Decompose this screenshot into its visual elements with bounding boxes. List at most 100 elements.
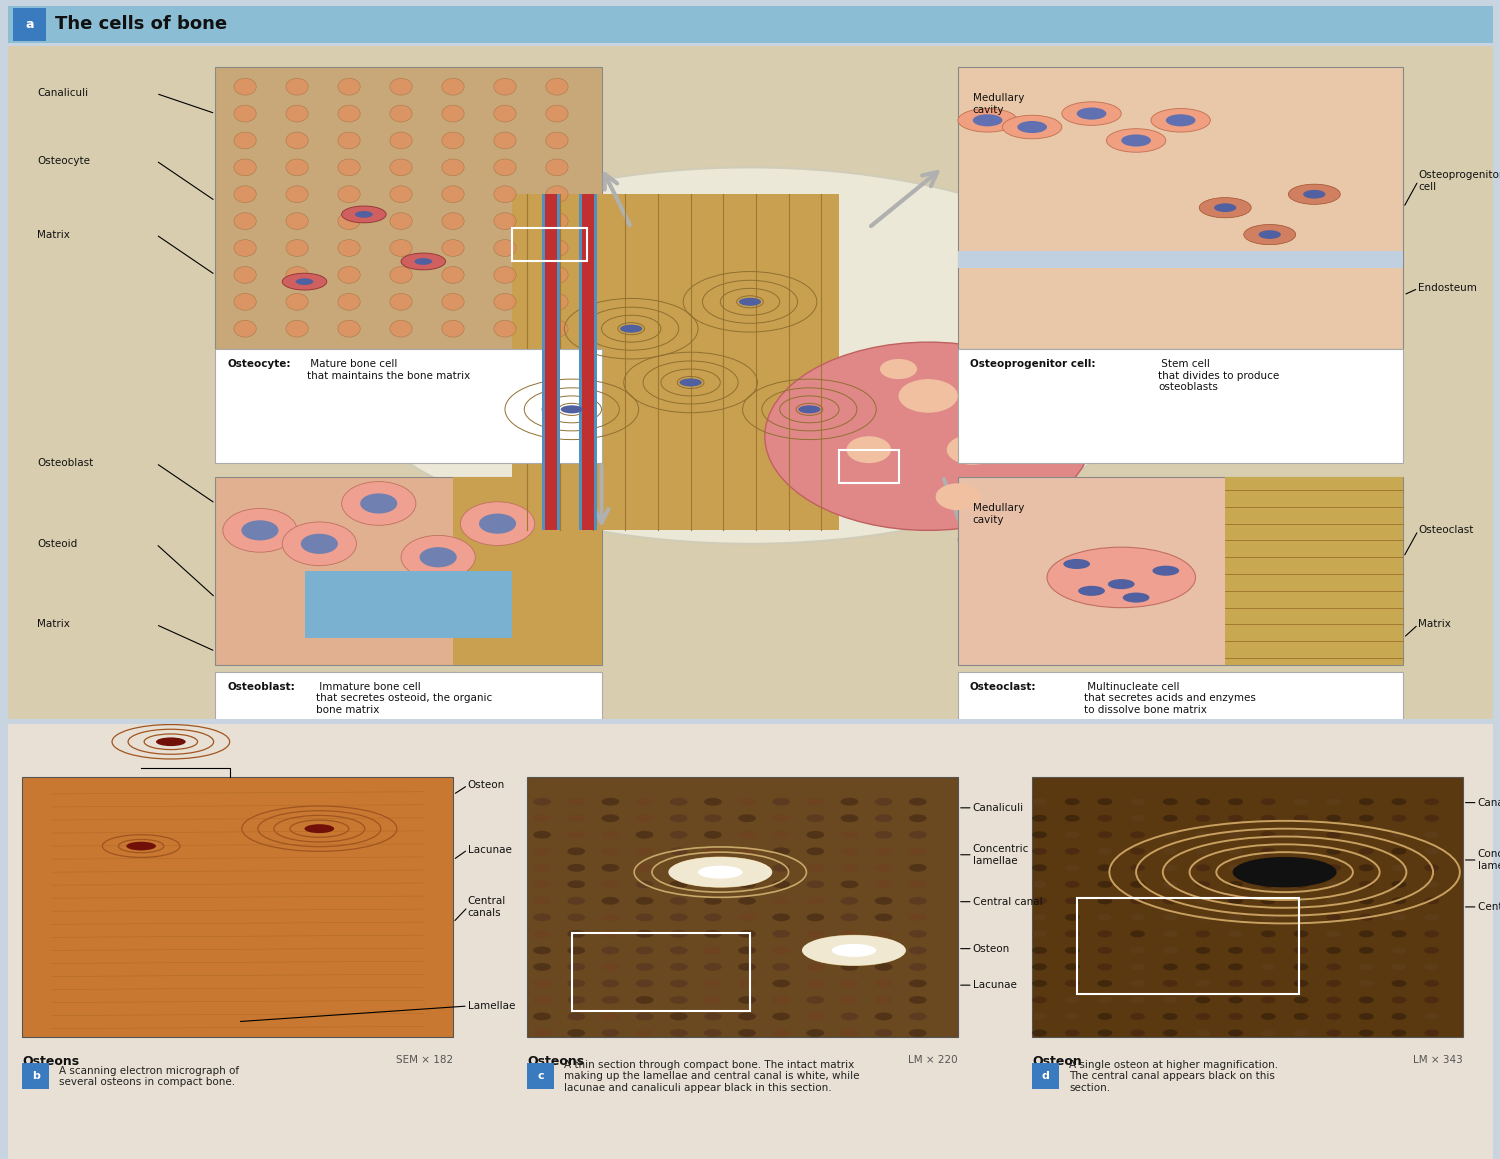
Text: Central canal: Central canal: [972, 897, 1042, 906]
Ellipse shape: [286, 159, 308, 176]
Ellipse shape: [880, 359, 916, 379]
Bar: [582, 195, 594, 531]
Ellipse shape: [1326, 963, 1341, 970]
Ellipse shape: [1098, 848, 1113, 854]
Ellipse shape: [1032, 913, 1047, 920]
Ellipse shape: [1166, 115, 1196, 126]
Bar: [216, 671, 602, 819]
Ellipse shape: [772, 1029, 790, 1037]
Ellipse shape: [704, 963, 722, 971]
Ellipse shape: [494, 132, 516, 148]
Ellipse shape: [234, 293, 256, 311]
Bar: [513, 228, 586, 262]
Ellipse shape: [1262, 913, 1275, 920]
Ellipse shape: [1326, 831, 1341, 838]
Text: b: b: [32, 1071, 39, 1081]
Ellipse shape: [1065, 1029, 1080, 1036]
Ellipse shape: [567, 831, 585, 839]
Ellipse shape: [1262, 897, 1275, 904]
Ellipse shape: [442, 213, 464, 229]
Ellipse shape: [1359, 831, 1374, 838]
Bar: [544, 195, 556, 531]
Ellipse shape: [772, 831, 790, 839]
Ellipse shape: [282, 522, 357, 566]
Ellipse shape: [1293, 1013, 1308, 1020]
Ellipse shape: [1162, 947, 1178, 954]
Ellipse shape: [1359, 947, 1374, 954]
Ellipse shape: [1196, 913, 1210, 920]
Ellipse shape: [602, 947, 619, 954]
Ellipse shape: [567, 815, 585, 822]
Ellipse shape: [390, 159, 412, 176]
Bar: [453, 476, 602, 665]
Ellipse shape: [840, 797, 858, 806]
Ellipse shape: [1293, 881, 1308, 888]
Circle shape: [334, 167, 1166, 544]
Ellipse shape: [420, 547, 456, 568]
Ellipse shape: [1130, 963, 1144, 970]
Ellipse shape: [286, 105, 308, 122]
Ellipse shape: [1392, 913, 1407, 920]
Ellipse shape: [840, 831, 858, 839]
Ellipse shape: [1228, 1029, 1244, 1036]
Circle shape: [304, 824, 334, 833]
Ellipse shape: [602, 963, 619, 971]
Text: A scanning electron micrograph of
several osteons in compact bone.: A scanning electron micrograph of severa…: [60, 1065, 240, 1087]
Circle shape: [698, 866, 742, 879]
Ellipse shape: [670, 930, 687, 938]
Ellipse shape: [1065, 963, 1080, 970]
Ellipse shape: [1162, 963, 1178, 970]
Ellipse shape: [360, 494, 398, 513]
Ellipse shape: [602, 996, 619, 1004]
Ellipse shape: [1228, 947, 1244, 954]
Ellipse shape: [874, 1029, 892, 1037]
Ellipse shape: [1359, 979, 1374, 986]
Ellipse shape: [840, 947, 858, 954]
Text: The cells of bone: The cells of bone: [56, 15, 226, 34]
Text: Stem cell
that divides to produce
osteoblasts: Stem cell that divides to produce osteob…: [1158, 359, 1280, 392]
Ellipse shape: [546, 293, 568, 311]
Ellipse shape: [772, 815, 790, 822]
Ellipse shape: [602, 897, 619, 905]
Ellipse shape: [740, 298, 760, 306]
Ellipse shape: [1392, 1029, 1407, 1036]
Ellipse shape: [1065, 831, 1080, 838]
Ellipse shape: [338, 185, 360, 203]
Ellipse shape: [636, 847, 654, 855]
Ellipse shape: [1130, 931, 1144, 938]
Ellipse shape: [1047, 547, 1196, 607]
Ellipse shape: [546, 105, 568, 122]
Ellipse shape: [738, 947, 756, 954]
Bar: [13, 8, 46, 41]
Text: Multinucleate cell
that secretes acids and enzymes
to dissolve bone matrix: Multinucleate cell that secretes acids a…: [1084, 681, 1256, 715]
Ellipse shape: [1293, 931, 1308, 938]
Ellipse shape: [567, 947, 585, 954]
Ellipse shape: [807, 815, 824, 822]
Ellipse shape: [807, 847, 824, 855]
Ellipse shape: [1077, 108, 1107, 119]
Ellipse shape: [636, 996, 654, 1004]
Bar: [542, 195, 560, 531]
Ellipse shape: [772, 947, 790, 954]
Ellipse shape: [561, 406, 584, 414]
Text: Immature bone cell
that secretes osteoid, the organic
bone matrix: Immature bone cell that secretes osteoid…: [316, 681, 492, 715]
Ellipse shape: [1424, 1013, 1438, 1020]
Ellipse shape: [1064, 559, 1090, 569]
Ellipse shape: [670, 797, 687, 806]
Text: Central
canals: Central canals: [468, 896, 506, 918]
Ellipse shape: [874, 947, 892, 954]
Ellipse shape: [1293, 799, 1308, 806]
Ellipse shape: [1228, 865, 1244, 872]
Text: Osteoprogenitor cell:: Osteoprogenitor cell:: [970, 359, 1095, 369]
Ellipse shape: [1228, 979, 1244, 986]
Ellipse shape: [1130, 831, 1144, 838]
Ellipse shape: [286, 185, 308, 203]
Ellipse shape: [1326, 815, 1341, 822]
Ellipse shape: [620, 325, 642, 333]
Text: LM × 343: LM × 343: [1413, 1055, 1462, 1065]
Ellipse shape: [1196, 831, 1210, 838]
Ellipse shape: [1214, 203, 1236, 212]
Ellipse shape: [909, 897, 927, 905]
Ellipse shape: [1228, 815, 1244, 822]
Ellipse shape: [1130, 1029, 1144, 1036]
